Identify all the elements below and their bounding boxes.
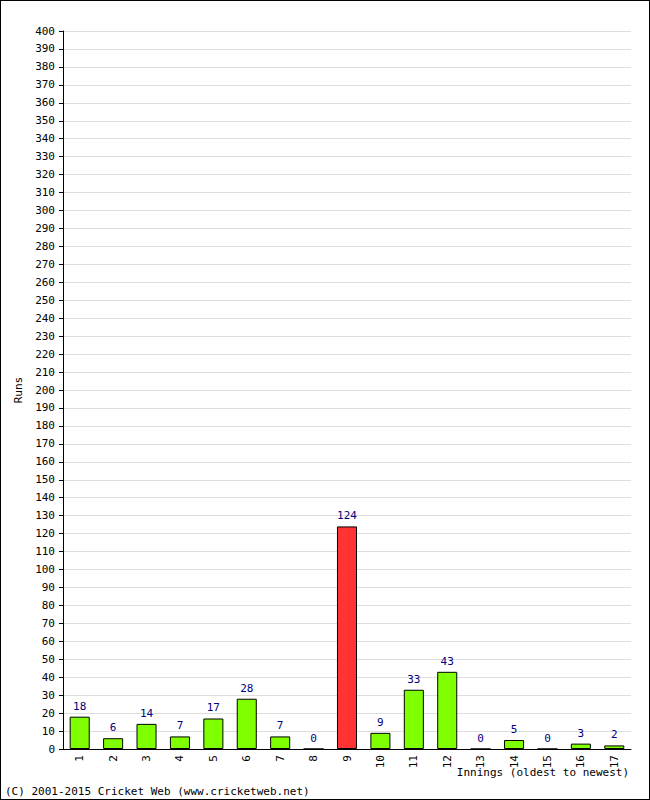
svg-text:(C) 2001-2015 Cricket Web (www: (C) 2001-2015 Cricket Web (www.cricketwe… (5, 785, 310, 798)
svg-text:380: 380 (35, 60, 55, 73)
svg-text:300: 300 (35, 204, 55, 217)
svg-text:8: 8 (307, 755, 320, 762)
svg-text:0: 0 (48, 743, 55, 756)
svg-text:60: 60 (42, 635, 55, 648)
svg-text:2: 2 (107, 755, 120, 762)
svg-text:260: 260 (35, 276, 55, 289)
svg-text:1: 1 (73, 755, 86, 762)
svg-text:290: 290 (35, 222, 55, 235)
svg-text:3: 3 (578, 727, 585, 740)
svg-text:7: 7 (277, 719, 284, 732)
svg-text:Innings (oldest to newest): Innings (oldest to newest) (456, 766, 629, 779)
svg-text:20: 20 (42, 707, 55, 720)
svg-text:13: 13 (474, 755, 487, 768)
svg-text:7: 7 (274, 755, 287, 762)
svg-text:160: 160 (35, 455, 55, 468)
svg-text:120: 120 (35, 527, 55, 540)
svg-text:130: 130 (35, 509, 55, 522)
svg-text:360: 360 (35, 96, 55, 109)
svg-text:190: 190 (35, 401, 55, 414)
svg-text:7: 7 (177, 719, 184, 732)
svg-text:30: 30 (42, 689, 55, 702)
svg-text:5: 5 (511, 723, 518, 736)
svg-text:370: 370 (35, 78, 55, 91)
svg-text:100: 100 (35, 563, 55, 576)
svg-text:330: 330 (35, 150, 55, 163)
svg-text:17: 17 (608, 755, 621, 768)
svg-text:140: 140 (35, 491, 55, 504)
svg-text:310: 310 (35, 186, 55, 199)
svg-text:40: 40 (42, 671, 55, 684)
svg-text:Runs: Runs (12, 377, 25, 404)
svg-text:350: 350 (35, 114, 55, 127)
svg-text:124: 124 (337, 509, 357, 522)
svg-text:0: 0 (544, 732, 551, 745)
svg-text:17: 17 (207, 701, 220, 714)
svg-text:3: 3 (140, 755, 153, 762)
svg-text:15: 15 (541, 755, 554, 768)
svg-text:50: 50 (42, 653, 55, 666)
svg-text:400: 400 (35, 25, 55, 38)
svg-text:70: 70 (42, 617, 55, 630)
svg-text:9: 9 (377, 716, 384, 729)
svg-text:240: 240 (35, 312, 55, 325)
svg-text:10: 10 (374, 755, 387, 768)
svg-text:220: 220 (35, 348, 55, 361)
svg-text:10: 10 (42, 725, 55, 738)
svg-text:320: 320 (35, 168, 55, 181)
svg-text:16: 16 (574, 755, 587, 768)
svg-text:230: 230 (35, 330, 55, 343)
svg-text:0: 0 (310, 732, 317, 745)
svg-text:2: 2 (611, 728, 618, 741)
svg-text:28: 28 (240, 682, 253, 695)
svg-text:6: 6 (110, 721, 117, 734)
svg-text:33: 33 (407, 673, 420, 686)
svg-text:270: 270 (35, 258, 55, 271)
svg-text:250: 250 (35, 294, 55, 307)
svg-text:11: 11 (407, 755, 420, 768)
svg-text:14: 14 (508, 755, 521, 769)
svg-text:110: 110 (35, 545, 55, 558)
svg-text:5: 5 (207, 755, 220, 762)
svg-text:0: 0 (477, 732, 484, 745)
svg-text:340: 340 (35, 132, 55, 145)
svg-text:6: 6 (240, 755, 253, 762)
svg-text:90: 90 (42, 581, 55, 594)
svg-text:80: 80 (42, 599, 55, 612)
svg-text:12: 12 (441, 755, 454, 768)
svg-text:18: 18 (73, 700, 86, 713)
svg-text:210: 210 (35, 366, 55, 379)
svg-text:280: 280 (35, 240, 55, 253)
svg-text:170: 170 (35, 437, 55, 450)
svg-text:43: 43 (441, 655, 454, 668)
svg-text:180: 180 (35, 419, 55, 432)
svg-text:150: 150 (35, 473, 55, 486)
svg-text:14: 14 (140, 707, 154, 720)
svg-text:9: 9 (341, 755, 354, 762)
svg-text:200: 200 (35, 384, 55, 397)
svg-text:390: 390 (35, 42, 55, 55)
svg-text:4: 4 (173, 755, 186, 762)
